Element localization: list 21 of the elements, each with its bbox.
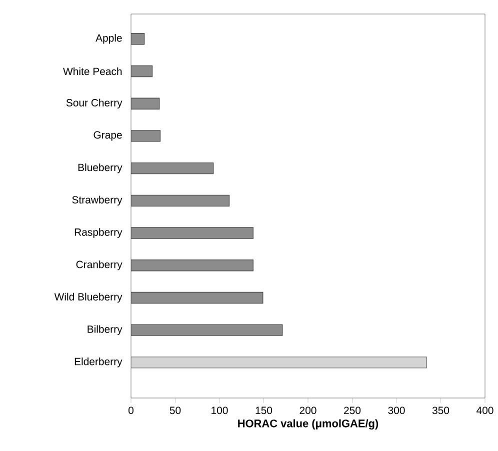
y-tick-label: Blueberry (78, 163, 122, 174)
y-tick-label: Grape (94, 131, 122, 141)
y-tick-label: Cranberry (76, 260, 122, 270)
x-tick-label: 100 (212, 406, 228, 414)
x-tick-label: 400 (476, 406, 494, 414)
y-tick-label: White Peach (63, 67, 122, 76)
x-tick-label: 150 (256, 406, 272, 414)
y-tick-label: Strawberry (72, 196, 122, 206)
x-tick-label: 300 (388, 406, 405, 414)
x-tick-label: 200 (300, 406, 316, 414)
y-tick-label: Elderberry (74, 358, 122, 368)
x-tick-label: 0 (128, 406, 134, 414)
y-tick-label: Wild Blueberry (54, 292, 122, 303)
y-tick-label: Bilberry (88, 325, 122, 335)
y-tick-label: Apple (96, 34, 122, 44)
y-tick-label: Raspberry (74, 228, 122, 238)
x-axis-title: HORAC value (μmolGAE/g) (238, 419, 378, 430)
x-tick-label: 250 (344, 406, 361, 414)
y-tick-label: Sour Cherry (66, 98, 122, 108)
x-tick-label: 350 (432, 406, 450, 414)
x-tick-label: 50 (170, 406, 181, 414)
